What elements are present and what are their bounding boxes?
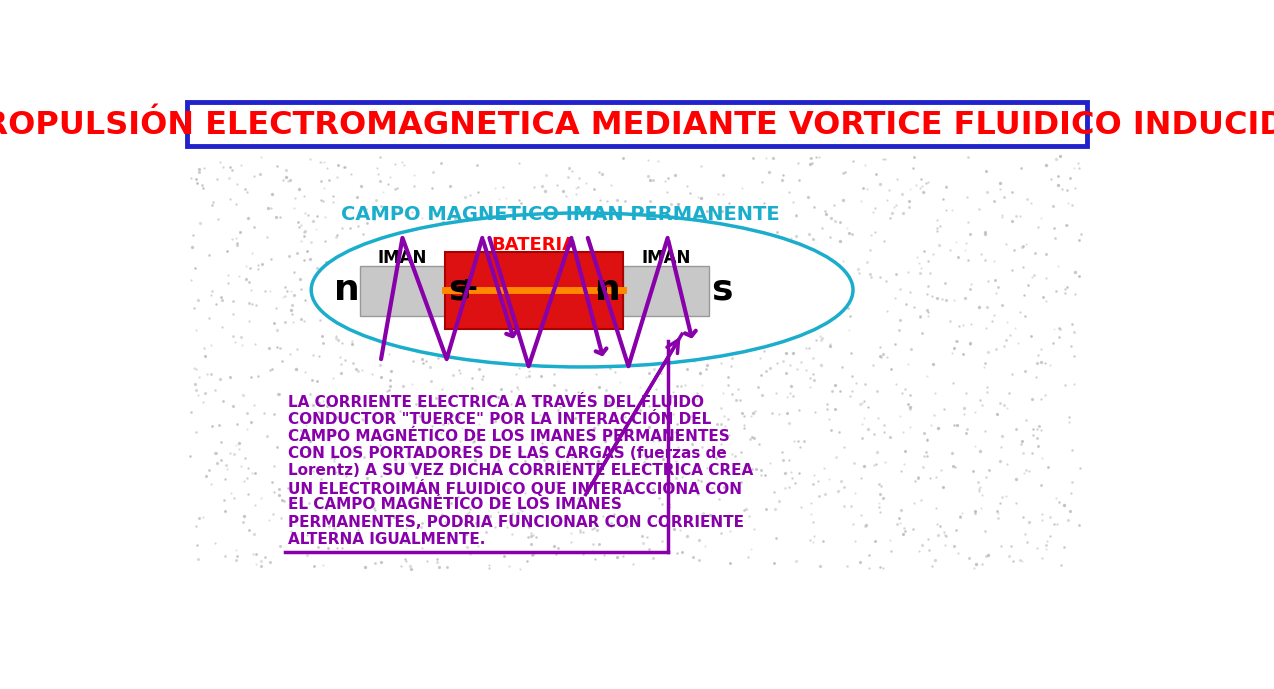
FancyBboxPatch shape xyxy=(187,102,1087,146)
Bar xyxy=(445,252,623,329)
Text: PERMANENTES, PODRIA FUNCIONAR CON CORRIENTE: PERMANENTES, PODRIA FUNCIONAR CON CORRIE… xyxy=(288,515,744,530)
Text: UN ELECTROIMÁN FLUIDICO QUE INTERACCIONA CON: UN ELECTROIMÁN FLUIDICO QUE INTERACCIONA… xyxy=(288,480,743,497)
Text: ALTERNA IGUALMENTE.: ALTERNA IGUALMENTE. xyxy=(288,532,485,546)
Text: BATERIA: BATERIA xyxy=(492,236,577,254)
Bar xyxy=(359,267,445,316)
Text: EL CAMPO MAGNÉTICO DE LOS IMANES: EL CAMPO MAGNÉTICO DE LOS IMANES xyxy=(288,497,622,513)
Text: n: n xyxy=(334,273,359,307)
Text: Lorentz) A SU VEZ DICHA CORRIENTE ELECTRICA CREA: Lorentz) A SU VEZ DICHA CORRIENTE ELECTR… xyxy=(288,463,754,478)
Text: LA CORRIENTE ELECTRICA A TRAVÉS DEL FLUIDO: LA CORRIENTE ELECTRICA A TRAVÉS DEL FLUI… xyxy=(288,395,705,410)
Text: CON LOS PORTADORES DE LAS CARGAS (fuerzas de: CON LOS PORTADORES DE LAS CARGAS (fuerza… xyxy=(288,446,727,461)
Text: IMAN: IMAN xyxy=(642,249,691,267)
Text: s: s xyxy=(448,273,470,307)
Bar xyxy=(623,267,710,316)
Text: CAMPO MAGNETICO IMAN PERMANENTE: CAMPO MAGNETICO IMAN PERMANENTE xyxy=(341,205,780,224)
Text: -: - xyxy=(596,276,609,305)
Text: CAMPO MAGNÉTICO DE LOS IMANES PERMANENTES: CAMPO MAGNÉTICO DE LOS IMANES PERMANENTE… xyxy=(288,429,730,444)
Text: PROPULSIÓN ELECTROMAGNETICA MEDIANTE VORTICE FLUIDICO INDUCIDO: PROPULSIÓN ELECTROMAGNETICA MEDIANTE VOR… xyxy=(0,110,1274,141)
Text: s: s xyxy=(711,273,733,307)
Text: CONDUCTOR "TUERCE" POR LA INTERACCIÓN DEL: CONDUCTOR "TUERCE" POR LA INTERACCIÓN DE… xyxy=(288,412,712,427)
Text: +: + xyxy=(454,276,479,305)
Text: IMAN: IMAN xyxy=(378,249,427,267)
Text: n: n xyxy=(595,273,620,307)
